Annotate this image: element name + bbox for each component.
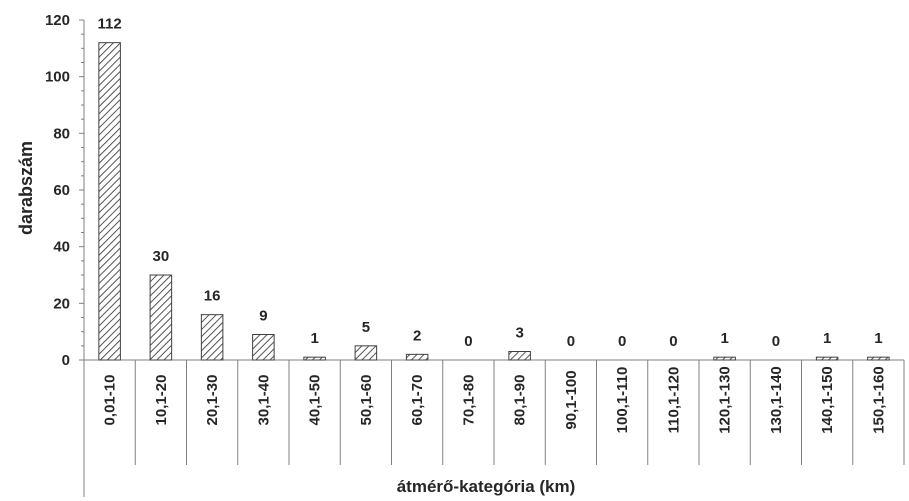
data-label: 0 [669, 333, 677, 350]
data-label: 9 [259, 308, 267, 325]
bar [149, 274, 173, 361]
y-tick-labels: 0 20 40 60 80 100 120 [45, 12, 70, 369]
bar [303, 356, 326, 361]
y-tick-label: 120 [45, 12, 70, 29]
data-label: 0 [618, 333, 626, 350]
data-label: 5 [362, 319, 370, 336]
x-tick-label: 70,1-80 [460, 375, 477, 426]
data-label: 2 [413, 327, 421, 344]
bar [815, 356, 839, 361]
data-label: 1 [720, 330, 728, 347]
data-label: 30 [153, 248, 170, 265]
x-tick-label: 80,1-90 [512, 375, 529, 426]
data-label: 0 [772, 333, 780, 350]
bar [200, 314, 224, 361]
x-axis-title: átmérő-kategória (km) [397, 477, 576, 496]
y-tick-label: 40 [53, 239, 70, 256]
y-tick-label: 100 [45, 69, 70, 86]
bars [98, 42, 890, 361]
x-tick-label: 50,1-60 [358, 375, 375, 426]
bar [405, 353, 429, 361]
x-tick-label: 20,1-30 [204, 375, 221, 426]
data-label: 1 [310, 330, 318, 347]
x-tick-label: 140,1-150 [819, 366, 836, 434]
y-tick-label: 60 [53, 182, 70, 199]
x-tick-label: 110,1-120 [665, 367, 682, 434]
y-tick-label: 0 [62, 352, 70, 369]
x-tick-label: 60,1-70 [409, 375, 426, 426]
data-label: 1 [874, 330, 882, 347]
bar [713, 356, 736, 361]
y-tick-label: 20 [53, 295, 70, 312]
data-label: 112 [98, 16, 122, 33]
x-tick-label: 90,1-100 [563, 370, 580, 429]
x-tick-label: 130,1-140 [768, 366, 785, 434]
x-tick-label: 100,1-110 [614, 367, 631, 434]
x-tick-label: 150,1-160 [870, 366, 887, 434]
x-tick-label: 0,01-10 [102, 375, 119, 426]
x-tick-label: 30,1-40 [255, 375, 272, 426]
bar [252, 334, 275, 361]
x-tick-label: 120,1-130 [717, 366, 734, 434]
data-label: 16 [204, 288, 221, 305]
bar [508, 351, 531, 361]
x-tick-labels: 0,01-10 10,1-20 20,1-30 30,1-40 40,1-50 50,1-… [102, 366, 888, 434]
bar [354, 345, 378, 361]
bar [98, 42, 121, 361]
x-tick-label: 40,1-50 [307, 375, 324, 426]
x-tick-label: 10,1-20 [153, 375, 170, 426]
data-label: 3 [515, 325, 523, 342]
y-tick-label: 80 [53, 125, 70, 142]
y-axis-title: darabszám [16, 141, 36, 235]
data-label: 0 [567, 333, 575, 350]
data-label: 1 [823, 330, 831, 347]
bar [867, 356, 890, 361]
data-label: 0 [464, 333, 472, 350]
